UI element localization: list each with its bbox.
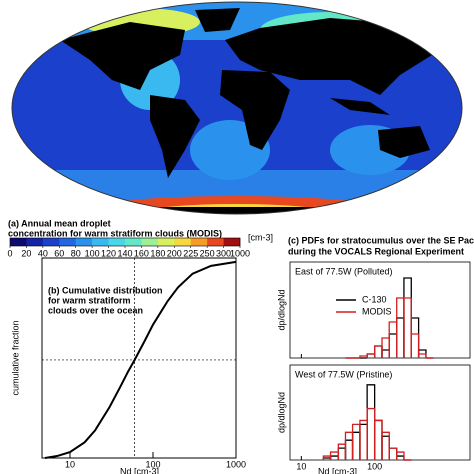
histogram-step: [381, 349, 390, 358]
panel-a-title: (a) Annual mean droplet: [8, 218, 111, 228]
histogram-step: [381, 435, 390, 460]
histogram-step: [388, 447, 398, 460]
subplot-label: West of 77.5W (Pristine): [295, 369, 392, 379]
subplot-label: East of 77.5W (Polluted): [295, 266, 393, 276]
colorbar-tick-label: 300: [216, 248, 231, 258]
histogram-step: [410, 317, 420, 358]
y-axis-label: cumulative fraction: [10, 320, 20, 395]
colorbar-tick-label: 160: [134, 248, 149, 258]
world-map: [12, 2, 462, 214]
histogram-step: [403, 297, 412, 358]
x-tick-label: 100: [367, 461, 382, 471]
x-tick-label: 1000: [226, 459, 246, 469]
histogram-step: [351, 431, 361, 460]
x-tick-label: 10: [296, 461, 306, 471]
colorbar-segment: [10, 238, 27, 246]
colorbar-tick-label: 200: [167, 248, 182, 258]
histogram-step: [337, 447, 347, 460]
colorbar-tick-label: 120: [101, 248, 116, 258]
legend-label: MODIS: [362, 306, 392, 316]
colorbar-segment: [108, 238, 126, 246]
histogram-step: [410, 333, 420, 358]
histogram-step: [388, 333, 398, 358]
colorbar-segment: [59, 238, 77, 246]
histogram-step: [329, 455, 340, 460]
histogram-step: [344, 431, 354, 460]
histogram-step: [373, 419, 383, 460]
y-axis-label: dp/dlogNd: [276, 392, 286, 433]
histogram-step: [403, 277, 412, 358]
panel-b-title: clouds over the ocean: [48, 305, 143, 315]
colorbar-tick-label: 40: [38, 248, 48, 258]
colorbar-tick-label: 1000: [230, 248, 250, 258]
histogram-step: [388, 321, 398, 358]
colorbar-unit: [cm-3]: [248, 232, 273, 242]
histogram-step: [373, 419, 383, 460]
histogram-step: [344, 439, 354, 460]
colorbar-tick-label: 180: [150, 248, 165, 258]
colorbar-segment: [190, 238, 208, 246]
histogram-step: [373, 345, 383, 358]
histogram-step: [396, 451, 405, 460]
y-axis-label: dp/dlogNd: [276, 289, 286, 330]
x-tick-label: 10: [65, 459, 75, 469]
colorbar-tick-label: 20: [21, 248, 31, 258]
panel-b-title: for warm stratiform: [48, 295, 131, 305]
histogram-step: [337, 443, 347, 460]
histogram-step: [366, 384, 376, 460]
histogram-step: [396, 455, 405, 460]
legend-label: C-130: [362, 294, 387, 304]
histogram-step: [381, 431, 390, 460]
colorbar-tick-label: 225: [183, 248, 198, 258]
colorbar-segment: [223, 238, 241, 246]
histogram-step: [417, 353, 427, 358]
colorbar-tick-label: 100: [85, 248, 100, 258]
axes-frame: [41, 257, 237, 459]
histogram-step: [396, 317, 405, 358]
colorbar-tick-label: 140: [117, 248, 132, 258]
colorbar-segment: [125, 238, 142, 246]
panel-a-title: concentration for warm stratiform clouds…: [8, 228, 222, 238]
colorbar-tick-label: 80: [71, 248, 81, 258]
x-tick-label: 100: [145, 459, 160, 469]
colorbar-segment: [42, 238, 60, 246]
histogram-step: [396, 297, 405, 358]
histogram-step: [381, 337, 390, 358]
colorbar-tick-label: 0: [7, 248, 12, 258]
histogram-step: [388, 447, 398, 460]
colorbar-tick-label: 250: [200, 248, 215, 258]
panel-c-title: (c) PDFs for stratocumulus over the SE P…: [288, 235, 474, 245]
axes-frame: [289, 364, 471, 461]
panel-c-title: during the VOCALS Regional Experiment: [288, 246, 464, 256]
colorbar-segment: [207, 238, 224, 246]
colorbar-tick-label: 60: [54, 248, 64, 258]
histogram-step: [359, 419, 368, 460]
colorbar-segment: [141, 238, 159, 246]
cdf-line: [44, 260, 237, 459]
histogram-step: [359, 423, 368, 460]
axes-frame: [289, 261, 471, 359]
x-axis-label: Nd [cm-3]: [120, 466, 159, 474]
histogram-step: [366, 407, 376, 460]
colorbar-segment: [157, 238, 175, 246]
colorbar-segment: [26, 238, 44, 246]
colorbar-segment: [92, 238, 109, 246]
histogram-step: [373, 345, 383, 358]
colorbar-segment: [75, 238, 93, 246]
colorbar-segment: [174, 238, 192, 246]
histogram-step: [351, 423, 361, 460]
map-outline: [11, 1, 463, 215]
x-axis-label: Nd [cm-3]: [318, 466, 357, 474]
histogram-step: [366, 353, 376, 358]
panel-b-title: (b) Cumulative distribution: [48, 285, 163, 295]
